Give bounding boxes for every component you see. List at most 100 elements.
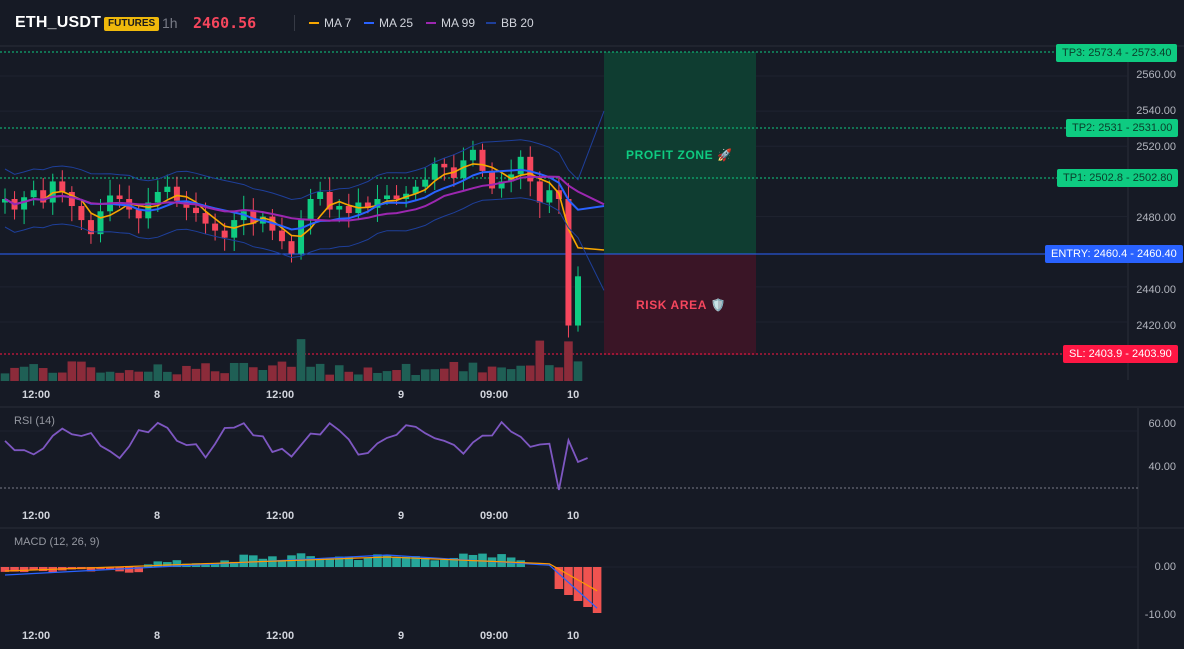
legend-bb20-label: BB 20 [501, 16, 534, 30]
macd-histogram-bar [411, 556, 420, 567]
volume-bar [430, 369, 440, 381]
volume-bar [315, 363, 325, 381]
macd-histogram-bar [258, 558, 268, 567]
volume-bar [277, 361, 287, 381]
candle-body [202, 213, 209, 224]
volume-bar [249, 367, 258, 381]
symbol-title[interactable]: ETH_USDT [15, 14, 102, 31]
macd-histogram-bar [401, 556, 411, 567]
macd-histogram-bar [430, 560, 440, 567]
volume-bar [516, 365, 525, 381]
tp2-level-tag[interactable]: TP2: 2531 - 2531.00 [1066, 119, 1179, 137]
rsi-x-tick: 09:00 [480, 510, 509, 522]
candle-body [59, 181, 66, 192]
macd-histogram-bar [564, 567, 573, 595]
macd-histogram-bar [105, 567, 115, 570]
volume-bar [334, 365, 344, 381]
macd-histogram-bar [29, 567, 38, 571]
macd-histogram-bar [325, 558, 334, 567]
volume-bar [468, 362, 478, 381]
macd-histogram-bar [373, 554, 382, 567]
x-tick-label: 09:00 [480, 389, 509, 401]
candle-body [422, 179, 429, 187]
sl-value: 2403.90 [1132, 348, 1172, 360]
ma99-swatch-icon [426, 22, 436, 24]
candle-body [173, 186, 180, 201]
risk-zone [604, 254, 756, 355]
candle-body [250, 211, 257, 224]
volume-bar [191, 368, 201, 381]
volume-bar [382, 371, 392, 381]
candle-body [212, 223, 219, 231]
volume-bar [344, 371, 354, 381]
volume-bar [182, 365, 191, 381]
bb-lower-line [4, 197, 605, 291]
candle-body [154, 191, 161, 203]
volume-bar [0, 373, 10, 381]
macd-histogram-bar [354, 560, 363, 567]
tp1-value: 2502.80 [1132, 172, 1173, 184]
volume-bar [449, 361, 459, 381]
macd-histogram-bar [392, 556, 401, 567]
volume-bar [58, 372, 67, 381]
tp3-level-tag[interactable]: TP3: 2573.4 - 2573.40 [1056, 44, 1178, 62]
volume-bar [143, 371, 153, 381]
legend-bb20[interactable]: BB 20 [486, 16, 534, 30]
legend-ma25[interactable]: MA 25 [364, 16, 413, 30]
volume-bar [67, 361, 77, 381]
ma99-line [4, 175, 605, 222]
macd-histogram-bar [134, 567, 143, 573]
ma7-line [4, 163, 605, 251]
candle-body [78, 206, 85, 221]
legend-ma99-label: MA 99 [441, 16, 476, 30]
candle-body [288, 241, 295, 254]
macd-y-tick: -10.00 [1144, 609, 1176, 621]
volume-bar [564, 341, 573, 381]
macd-histogram-bar [249, 555, 258, 567]
legend-ma99[interactable]: MA 99 [426, 16, 475, 30]
bb-upper-line [4, 110, 605, 201]
volume-bar [258, 369, 268, 381]
macd-histogram-bar [287, 555, 296, 567]
volume-bar [239, 362, 249, 381]
candle-body [412, 186, 419, 194]
tp2-value: 2531.00 [1132, 122, 1173, 134]
candle-body [374, 199, 381, 208]
rsi-panel-title: RSI (14) [14, 415, 55, 427]
volume-bar [105, 371, 115, 381]
y-tick-label: 2420.00 [1136, 320, 1176, 332]
macd-y-tick: 0.00 [1154, 561, 1176, 573]
timeframe-selector[interactable]: 1h [162, 15, 178, 31]
y-tick-label: 2520.00 [1136, 141, 1176, 153]
macd-histogram-bar [334, 556, 344, 567]
macd-x-tick: 12:00 [22, 630, 51, 642]
macd-histogram-bar [210, 564, 220, 567]
sl-level-tag[interactable]: SL: 2403.9 - 2403.90 [1063, 345, 1178, 363]
y-tick-label: 2440.00 [1136, 284, 1176, 296]
x-tick-label: 12:00 [266, 389, 295, 401]
macd-histogram-bar [497, 554, 506, 567]
volume-bar [525, 365, 535, 381]
legend-ma7-label: MA 7 [324, 16, 352, 30]
candle-body [21, 197, 28, 210]
volume-bar [573, 361, 583, 381]
volume-bar [19, 366, 29, 381]
tp3-label: TP3: 2573.4 [1062, 47, 1122, 59]
legend-ma7[interactable]: MA 7 [309, 16, 351, 30]
candle-body [135, 209, 142, 219]
volume-bar [96, 372, 105, 381]
last-price: 2460.56 [193, 14, 257, 32]
tp1-level-tag[interactable]: TP1: 2502.8 - 2502.80 [1057, 169, 1179, 187]
legend-ma25-label: MA 25 [379, 16, 414, 30]
macd-histogram-bar [0, 567, 10, 572]
candle-body [87, 220, 94, 235]
entry-level-tag[interactable]: ENTRY: 2460.4 - 2460.40 [1045, 245, 1183, 263]
volume-bar [411, 374, 420, 381]
macd-histogram-bar [19, 567, 29, 573]
volume-bar [29, 364, 38, 381]
candle-body [498, 181, 505, 189]
candle-body [345, 206, 352, 214]
y-tick-label: 2560.00 [1136, 69, 1176, 81]
bb20-swatch-icon [486, 22, 496, 24]
